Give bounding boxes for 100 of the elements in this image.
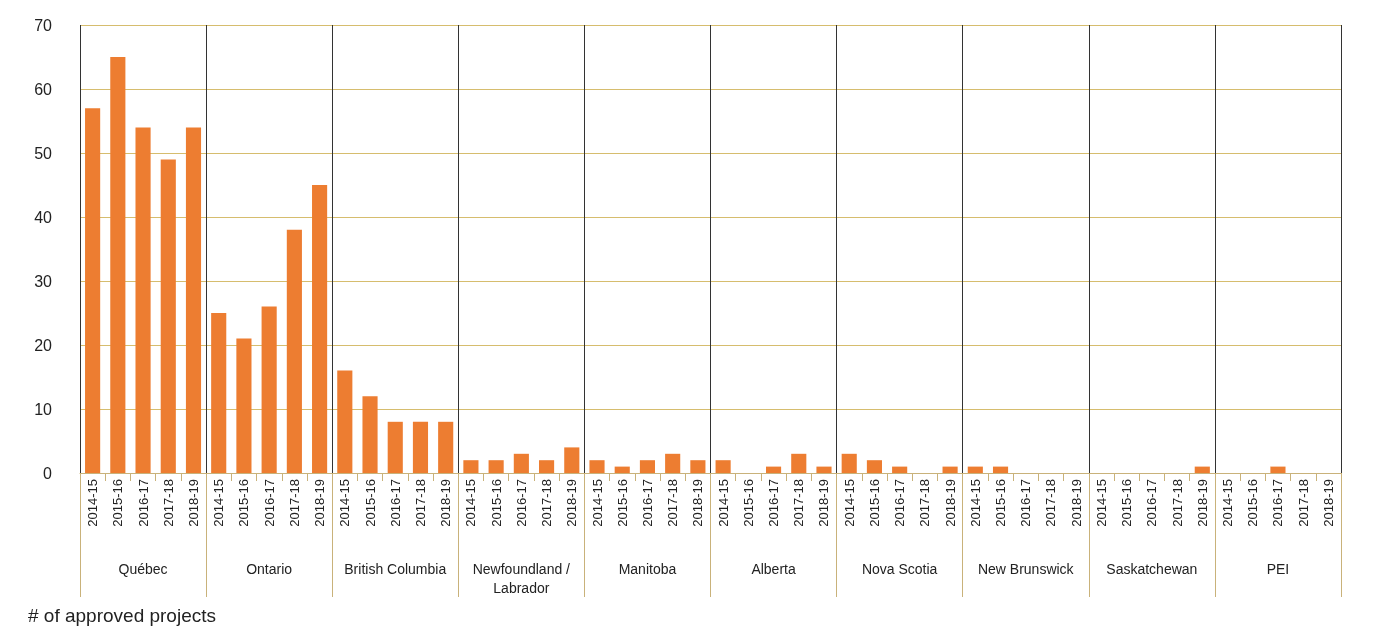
bar [765, 466, 782, 473]
text: 2018-19 [1068, 479, 1084, 527]
y-axis-title: # of approved projects [28, 605, 217, 626]
text: 2018-19 [1320, 479, 1336, 527]
text: 2018-19 [312, 479, 328, 527]
text: 2016-17 [766, 479, 782, 527]
bar [639, 460, 656, 473]
bar [463, 460, 479, 473]
text: 2017-18 [1043, 479, 1059, 527]
text: 2017-18 [791, 479, 807, 527]
y-tick-label: 40 [34, 208, 53, 226]
text: 2015-16 [362, 479, 378, 527]
text: 2018-19 [690, 479, 706, 527]
bar [967, 466, 983, 473]
bar [261, 306, 277, 473]
text: 2017-18 [160, 479, 176, 527]
text: 2018-19 [438, 479, 454, 527]
text: 2018-19 [185, 479, 201, 527]
text: 2016-17 [892, 479, 908, 527]
text: 2014-15 [967, 479, 983, 527]
text: 2015-16 [488, 479, 504, 527]
bar [841, 453, 857, 473]
bar [438, 421, 454, 473]
text: 2018-19 [1194, 479, 1210, 527]
text: 2014-15 [85, 479, 101, 527]
x-tick-label: British Columbia [344, 560, 447, 577]
text: 2014-15 [211, 479, 227, 527]
bar [412, 421, 429, 473]
bar [564, 447, 580, 473]
y-tick-label: 50 [34, 144, 53, 162]
y-tick-label: 0 [43, 464, 53, 482]
bar [488, 460, 504, 473]
text: 2017-18 [1295, 479, 1311, 527]
text: 2018-19 [942, 479, 958, 527]
text: 2014-15 [1093, 479, 1109, 527]
text: 2015-16 [1245, 479, 1261, 527]
x-tick-label: PEI [1266, 560, 1290, 577]
y-tick-label: 30 [34, 272, 53, 290]
bar [513, 453, 529, 473]
x-tick-label: Québec [118, 560, 168, 577]
x-tick-label: Newfoundland /Labrador [472, 560, 571, 596]
x-tick-label: Nova Scotia [861, 560, 938, 577]
bar [211, 313, 227, 473]
text: 2014-15 [589, 479, 605, 527]
bar [312, 185, 328, 473]
text: 2016-17 [1144, 479, 1160, 527]
text: 2015-16 [236, 479, 252, 527]
bar [715, 460, 731, 473]
x-tick-label: Ontario [246, 560, 293, 577]
bar [1270, 466, 1286, 473]
bar [387, 421, 403, 473]
text: 2016-17 [1270, 479, 1286, 527]
text: 2016-17 [261, 479, 277, 527]
x-tick-label: Saskatchewan [1106, 560, 1198, 577]
bar [362, 396, 378, 473]
bar [816, 466, 832, 473]
bar [236, 338, 252, 473]
bar [866, 460, 882, 473]
text: 2014-15 [463, 479, 479, 527]
text: 2016-17 [1018, 479, 1034, 527]
text: 2015-16 [993, 479, 1009, 527]
y-tick-label: 70 [34, 16, 53, 34]
text: 2016-17 [639, 479, 655, 527]
text: 2016-17 [135, 479, 151, 527]
text: 2017-18 [412, 479, 428, 527]
bar [160, 159, 176, 473]
bar [539, 460, 555, 473]
bar [1194, 466, 1210, 473]
text: 2014-15 [337, 479, 353, 527]
text: 2014-15 [1220, 479, 1236, 527]
text: 2017-18 [665, 479, 681, 527]
y-tick-label: 60 [34, 80, 53, 98]
bar [690, 460, 706, 473]
text: 2014-15 [841, 479, 857, 527]
text: 2017-18 [286, 479, 302, 527]
bar [85, 108, 101, 473]
text: 2017-18 [917, 479, 933, 527]
x-tick-label: New Brunswick [977, 560, 1075, 577]
x-tick-label: Manitoba [618, 560, 677, 577]
bar [665, 453, 681, 473]
text: 2015-16 [110, 479, 126, 527]
y-tick-label: 20 [34, 336, 53, 354]
bar [110, 57, 126, 473]
text: 2017-18 [539, 479, 555, 527]
x-tick-label: Alberta [751, 560, 796, 577]
bar [135, 127, 151, 473]
text: 2016-17 [513, 479, 529, 527]
text: 2018-19 [816, 479, 832, 527]
bar [589, 460, 605, 473]
y-tick-label: 10 [34, 400, 53, 418]
bar [892, 466, 908, 473]
bar [992, 466, 1009, 473]
bar [791, 453, 807, 473]
text: 2015-16 [866, 479, 882, 527]
bar [337, 370, 353, 473]
bar [942, 466, 958, 473]
text: 2015-16 [614, 479, 630, 527]
text: 2017-18 [1169, 479, 1185, 527]
text: 2016-17 [387, 479, 403, 527]
text: 2015-16 [1119, 479, 1135, 527]
